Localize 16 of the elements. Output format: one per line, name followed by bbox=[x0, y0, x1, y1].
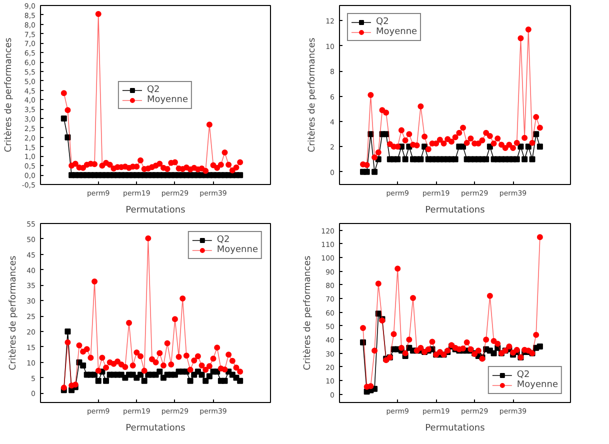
x-axis-title: Permutations bbox=[126, 206, 186, 216]
legend-label: Moyenne bbox=[146, 94, 188, 104]
legend-label: Q2 bbox=[216, 235, 231, 245]
legend-label: Moyenne bbox=[516, 380, 558, 390]
x-axis-title: Permutations bbox=[425, 424, 486, 434]
y-axis-title: Critères de performances bbox=[306, 37, 318, 152]
x-axis-title: Permutations bbox=[425, 206, 486, 216]
legend-label: Q2 bbox=[516, 370, 531, 380]
y-axis-title: Critères de performances bbox=[2, 37, 14, 152]
legend-label: Q2 bbox=[376, 17, 390, 27]
legend-label: Q2 bbox=[146, 84, 161, 94]
legend-label: Moyenne bbox=[216, 245, 258, 255]
y-axis-title: Critères de performances bbox=[302, 255, 314, 370]
legend-label: Moyenne bbox=[376, 27, 418, 37]
y-axis-title: Critères de performances bbox=[8, 255, 19, 370]
x-axis-title: Permutations bbox=[126, 424, 186, 434]
